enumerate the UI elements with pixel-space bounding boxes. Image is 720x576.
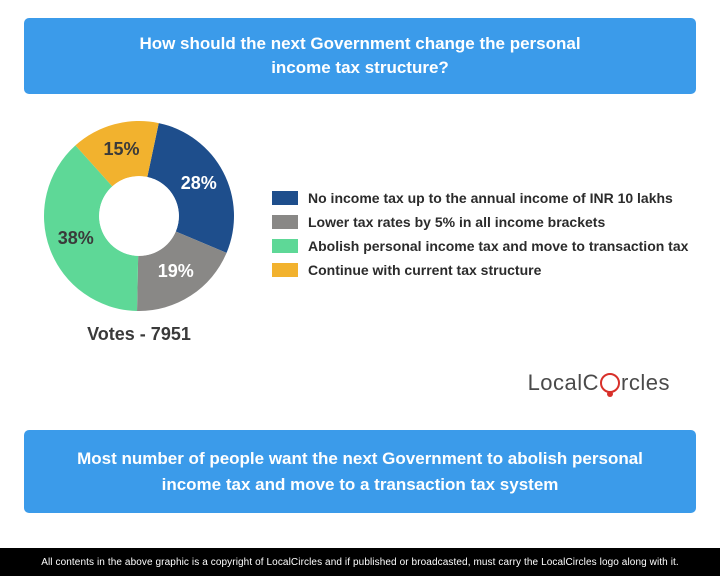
legend-swatch [272, 215, 298, 229]
question-line1: How should the next Government change th… [139, 34, 580, 53]
donut-hole [99, 176, 179, 256]
legend-text: No income tax up to the annual income of… [308, 190, 673, 206]
legend: No income tax up to the annual income of… [272, 182, 696, 278]
legend-swatch [272, 239, 298, 253]
legend-text: Continue with current tax structure [308, 262, 541, 278]
legend-text: Abolish personal income tax and move to … [308, 238, 688, 254]
summary-line2: income tax and move to a transaction tax… [162, 475, 559, 494]
brand-o-icon [600, 373, 620, 393]
legend-text: Lower tax rates by 5% in all income brac… [308, 214, 605, 230]
legend-item: Continue with current tax structure [272, 262, 696, 278]
copyright-text: All contents in the above graphic is a c… [41, 557, 679, 568]
donut-chart: 28%19%38%15% [39, 116, 239, 316]
legend-swatch [272, 263, 298, 277]
question-line2: income tax structure? [271, 58, 449, 77]
legend-item: Abolish personal income tax and move to … [272, 238, 696, 254]
chart-column: 28%19%38%15% Votes - 7951 [24, 116, 254, 345]
copyright-bar: All contents in the above graphic is a c… [0, 548, 720, 576]
chart-legend-row: 28%19%38%15% Votes - 7951 No income tax … [24, 116, 696, 345]
brand-suffix: rcles [621, 370, 670, 396]
donut-svg [39, 116, 239, 316]
summary-footer: Most number of people want the next Gove… [24, 430, 696, 513]
legend-item: No income tax up to the annual income of… [272, 190, 696, 206]
brand-prefix: LocalC [528, 370, 599, 396]
question-header: How should the next Government change th… [24, 18, 696, 94]
brand-logo: LocalC rcles [528, 370, 670, 396]
votes-count: Votes - 7951 [87, 324, 191, 345]
legend-swatch [272, 191, 298, 205]
legend-item: Lower tax rates by 5% in all income brac… [272, 214, 696, 230]
summary-line1: Most number of people want the next Gove… [77, 449, 643, 468]
